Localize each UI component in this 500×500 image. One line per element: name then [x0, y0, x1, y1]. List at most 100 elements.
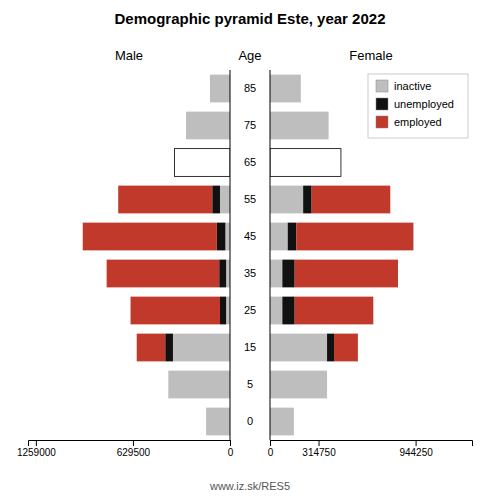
tick: 314750: [302, 440, 336, 458]
bar: [225, 223, 230, 251]
tick: 0: [228, 440, 234, 458]
legend-item: inactive: [376, 80, 431, 92]
bar: [217, 223, 225, 251]
bar: [270, 223, 288, 251]
tick: 944250: [399, 440, 433, 458]
x-axis: 0 314750 944250: [268, 440, 473, 458]
bar: [186, 112, 187, 140]
legend-swatch: [376, 98, 388, 110]
baseline: [230, 70, 231, 440]
bar: [270, 186, 303, 214]
title: Demographic pyramid Este, year 2022: [115, 10, 386, 27]
legend-item: unemployed: [376, 98, 454, 110]
tick-label: 314750: [302, 447, 336, 458]
legend-box: [368, 74, 468, 138]
category-label: 45: [244, 230, 256, 242]
bar: [226, 260, 230, 288]
bar: [186, 112, 230, 140]
tick: 1259000: [17, 440, 56, 458]
category-label: 5: [247, 378, 253, 390]
tick: 629500: [117, 440, 151, 458]
bar: [206, 408, 207, 436]
tick-mark: [319, 440, 320, 446]
bar: [210, 75, 230, 103]
legend-item: employed: [376, 116, 442, 128]
tick-mark: [416, 440, 417, 446]
bar: [295, 297, 374, 325]
chart: Demographic pyramid Este, year 2022 Age 0 5…: [0, 0, 500, 500]
category-label: 65: [244, 156, 256, 168]
category-label: 75: [244, 119, 256, 131]
bar: [220, 186, 230, 214]
bar: [328, 112, 329, 140]
bar: [312, 186, 391, 214]
category-label: 85: [244, 82, 256, 94]
bar: [270, 408, 294, 436]
tick-label: 0: [228, 447, 234, 458]
bar: [270, 371, 327, 399]
bar: [288, 223, 296, 251]
bar: [186, 112, 187, 140]
bar: [270, 297, 282, 325]
bar: [107, 260, 220, 288]
panel-title: Female: [349, 48, 392, 63]
legend: inactive unemployed employed: [368, 74, 468, 138]
bar: [293, 408, 294, 436]
bar: [118, 186, 212, 214]
tick-mark: [270, 440, 271, 446]
bar: [219, 260, 226, 288]
bar: [209, 75, 210, 103]
bar: [174, 149, 230, 177]
bar: [168, 371, 230, 399]
bar: [270, 112, 329, 140]
bar: [327, 371, 328, 399]
tick: 0: [268, 440, 274, 458]
bar: [327, 334, 334, 362]
bar: [270, 149, 341, 177]
tick-label: 629500: [117, 447, 151, 458]
legend-label: unemployed: [394, 98, 454, 110]
bar: [168, 371, 169, 399]
legend-label: inactive: [394, 80, 431, 92]
x-axis: 1259000 629500 0: [17, 440, 234, 458]
legend-label: employed: [394, 116, 442, 128]
bars: [83, 75, 230, 436]
axis-line: [29, 441, 231, 447]
panel-title: Male: [115, 48, 143, 63]
bar: [83, 223, 217, 251]
category-label: 0: [247, 415, 253, 427]
bar: [209, 75, 210, 103]
legend-swatch: [376, 116, 388, 128]
bar: [300, 75, 301, 103]
bar: [212, 186, 220, 214]
category-label: 35: [244, 267, 256, 279]
bar: [334, 334, 358, 362]
axis-line: [271, 441, 473, 447]
bar: [270, 334, 327, 362]
bar: [300, 75, 301, 103]
bar: [168, 371, 169, 399]
bar: [293, 408, 294, 436]
bar: [173, 334, 230, 362]
category-label: 55: [244, 193, 256, 205]
bar: [131, 297, 220, 325]
category-label: 25: [244, 304, 256, 316]
bar: [137, 334, 166, 362]
legend-swatch: [376, 80, 388, 92]
bar: [327, 371, 328, 399]
footer: www.iz.sk/RES5: [209, 480, 290, 492]
tick-mark: [230, 440, 231, 446]
bar: [328, 112, 329, 140]
bar: [295, 260, 398, 288]
bar: [226, 297, 230, 325]
bar: [220, 297, 226, 325]
category-label: 15: [244, 341, 256, 353]
tick-mark: [133, 440, 134, 446]
bar: [206, 408, 230, 436]
tick-label: 944250: [399, 447, 433, 458]
bar: [270, 260, 282, 288]
tick-mark: [36, 440, 37, 446]
category-header: Age: [238, 48, 261, 63]
bar: [165, 334, 173, 362]
bar: [303, 186, 311, 214]
